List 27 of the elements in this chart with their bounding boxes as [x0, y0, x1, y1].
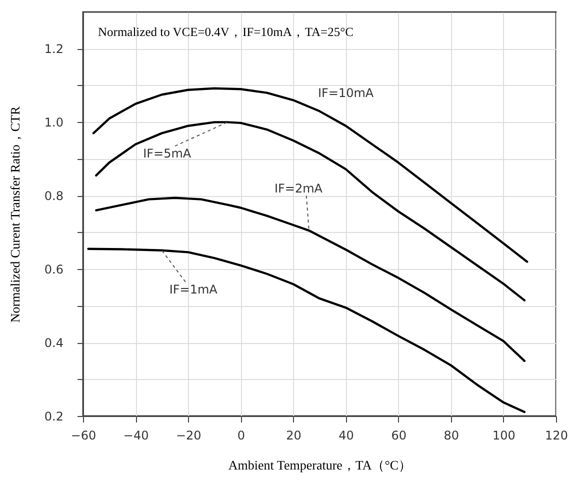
series-label: IF=1mA: [169, 282, 218, 296]
y-tick-label: 0.2: [44, 410, 64, 424]
line-series: [87, 248, 526, 414]
x-tick-label: 40: [338, 428, 354, 442]
series-label: IF=10mA: [318, 86, 374, 100]
x-tick-label: 80: [444, 428, 460, 442]
y-tick-label: 1.0: [44, 116, 64, 130]
y-tick-label: 0.4: [44, 336, 64, 350]
x-axis-title: Ambient Temperature，TA（°C）: [228, 458, 412, 472]
x-tick-label: −40: [123, 428, 149, 442]
series-label: IF=2mA: [274, 181, 324, 196]
x-tick-label: −20: [176, 428, 202, 442]
x-tick-label: 0: [237, 428, 245, 442]
series-label: IF=5mA: [143, 146, 192, 160]
line-series: [92, 87, 528, 263]
y-tick-label: 0.8: [44, 189, 64, 204]
x-tick-label: −60: [70, 428, 96, 442]
line-series: [95, 196, 526, 362]
x-tick-label: 20: [286, 428, 302, 442]
x-tick-label: 100: [492, 428, 516, 442]
y-tick-label: 1.2: [44, 42, 64, 56]
x-tick-label: 60: [391, 428, 406, 442]
line-series: [95, 121, 526, 302]
annotation: Normalized to VCE=0.4V，IF=10mA，TA=25°C: [98, 25, 354, 39]
y-axis-title: Normalized Curent Transfer Ratio，CTR: [7, 106, 22, 323]
y-tick-label: 0.6: [44, 262, 64, 277]
x-tick-label: 120: [545, 428, 568, 442]
